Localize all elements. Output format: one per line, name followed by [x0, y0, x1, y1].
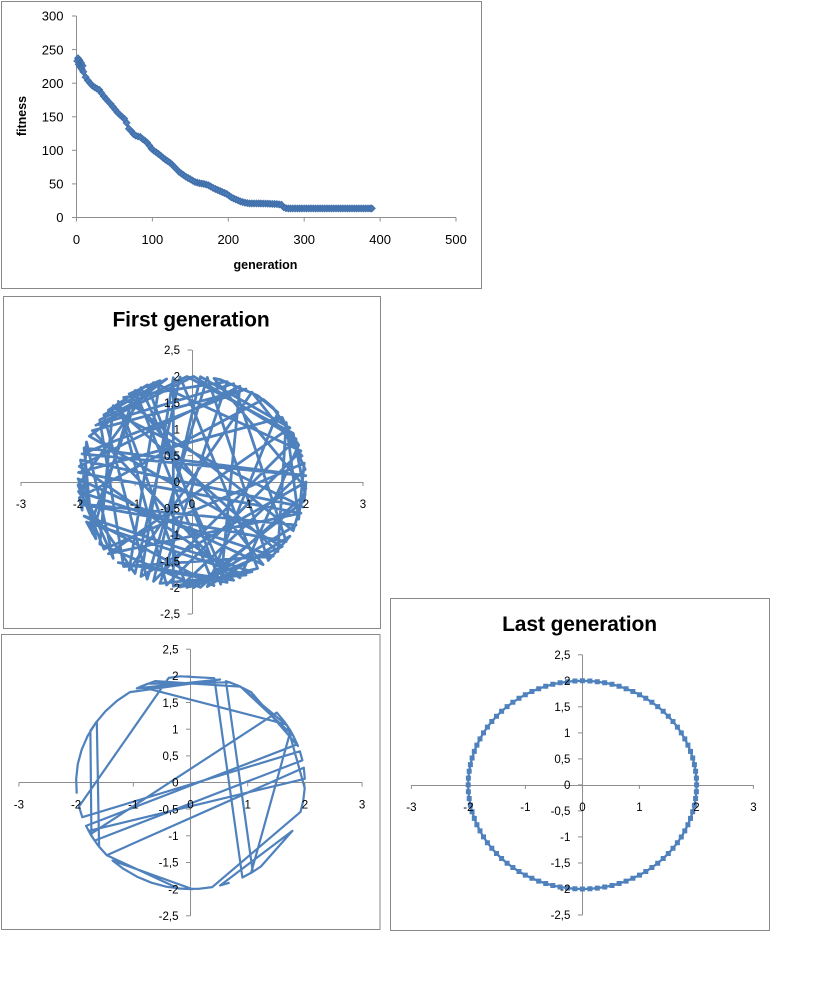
- svg-text:0,5: 0,5: [554, 754, 570, 766]
- svg-text:0: 0: [172, 778, 178, 790]
- svg-text:1: 1: [244, 800, 250, 812]
- svg-text:2: 2: [303, 499, 309, 511]
- svg-text:3: 3: [359, 800, 365, 812]
- svg-text:-2: -2: [73, 499, 83, 511]
- svg-text:-1: -1: [520, 802, 530, 814]
- svg-text:2: 2: [302, 800, 308, 812]
- svg-text:-1: -1: [560, 832, 570, 844]
- svg-text:-1,5: -1,5: [551, 858, 571, 870]
- svg-text:-1,5: -1,5: [160, 556, 180, 568]
- svg-text:Last generation: Last generation: [502, 613, 657, 636]
- svg-text:1: 1: [636, 802, 642, 814]
- svg-text:-1: -1: [170, 530, 180, 542]
- svg-text:100: 100: [142, 232, 164, 247]
- svg-text:-2: -2: [170, 583, 180, 595]
- svg-text:0: 0: [73, 232, 80, 247]
- svg-text:0: 0: [174, 477, 180, 489]
- svg-text:0: 0: [579, 802, 585, 814]
- svg-text:-2: -2: [71, 800, 81, 812]
- svg-text:2: 2: [172, 671, 178, 683]
- svg-text:2,5: 2,5: [554, 650, 570, 662]
- svg-text:-2: -2: [560, 884, 570, 896]
- svg-text:-1,5: -1,5: [159, 858, 179, 870]
- svg-text:2: 2: [174, 372, 180, 384]
- svg-text:3: 3: [750, 802, 756, 814]
- svg-text:150: 150: [42, 110, 64, 125]
- svg-text:-3: -3: [14, 800, 24, 812]
- svg-text:-3: -3: [406, 802, 416, 814]
- svg-text:250: 250: [42, 42, 64, 57]
- svg-text:First generation: First generation: [112, 309, 269, 332]
- svg-text:50: 50: [49, 177, 63, 192]
- svg-text:1,5: 1,5: [164, 398, 180, 410]
- svg-text:300: 300: [42, 9, 64, 24]
- svg-text:-1: -1: [128, 800, 138, 812]
- svg-text:2: 2: [693, 802, 699, 814]
- svg-text:fitness: fitness: [15, 96, 29, 136]
- svg-text:-0,5: -0,5: [159, 804, 179, 816]
- svg-text:0,5: 0,5: [163, 751, 179, 763]
- svg-text:1,5: 1,5: [554, 702, 570, 714]
- svg-text:3: 3: [360, 499, 366, 511]
- svg-text:0: 0: [189, 499, 195, 511]
- svg-text:1: 1: [246, 499, 252, 511]
- svg-text:-1: -1: [130, 499, 140, 511]
- svg-text:-0,5: -0,5: [160, 504, 180, 516]
- svg-text:-1: -1: [168, 831, 178, 843]
- svg-text:0: 0: [564, 780, 570, 792]
- svg-text:0,5: 0,5: [164, 451, 180, 463]
- svg-text:-2,5: -2,5: [551, 910, 571, 922]
- svg-text:1: 1: [172, 724, 178, 736]
- svg-text:-0,5: -0,5: [551, 806, 571, 818]
- svg-text:2,5: 2,5: [164, 345, 180, 357]
- svg-text:2: 2: [564, 676, 570, 688]
- svg-text:500: 500: [445, 232, 467, 247]
- svg-text:200: 200: [42, 76, 64, 91]
- svg-text:-2: -2: [168, 884, 178, 896]
- svg-text:400: 400: [369, 232, 391, 247]
- svg-text:1: 1: [174, 424, 180, 436]
- svg-text:1: 1: [564, 728, 570, 740]
- svg-text:generation: generation: [234, 258, 298, 272]
- svg-text:200: 200: [217, 232, 239, 247]
- svg-text:-2: -2: [463, 802, 473, 814]
- svg-text:1,5: 1,5: [163, 698, 179, 710]
- svg-text:-2,5: -2,5: [159, 911, 179, 923]
- svg-text:0: 0: [56, 210, 63, 225]
- svg-text:0: 0: [187, 800, 193, 812]
- svg-text:300: 300: [293, 232, 315, 247]
- svg-text:2,5: 2,5: [163, 645, 179, 657]
- svg-text:-3: -3: [16, 499, 26, 511]
- svg-text:-2,5: -2,5: [160, 609, 180, 621]
- svg-text:100: 100: [42, 143, 64, 158]
